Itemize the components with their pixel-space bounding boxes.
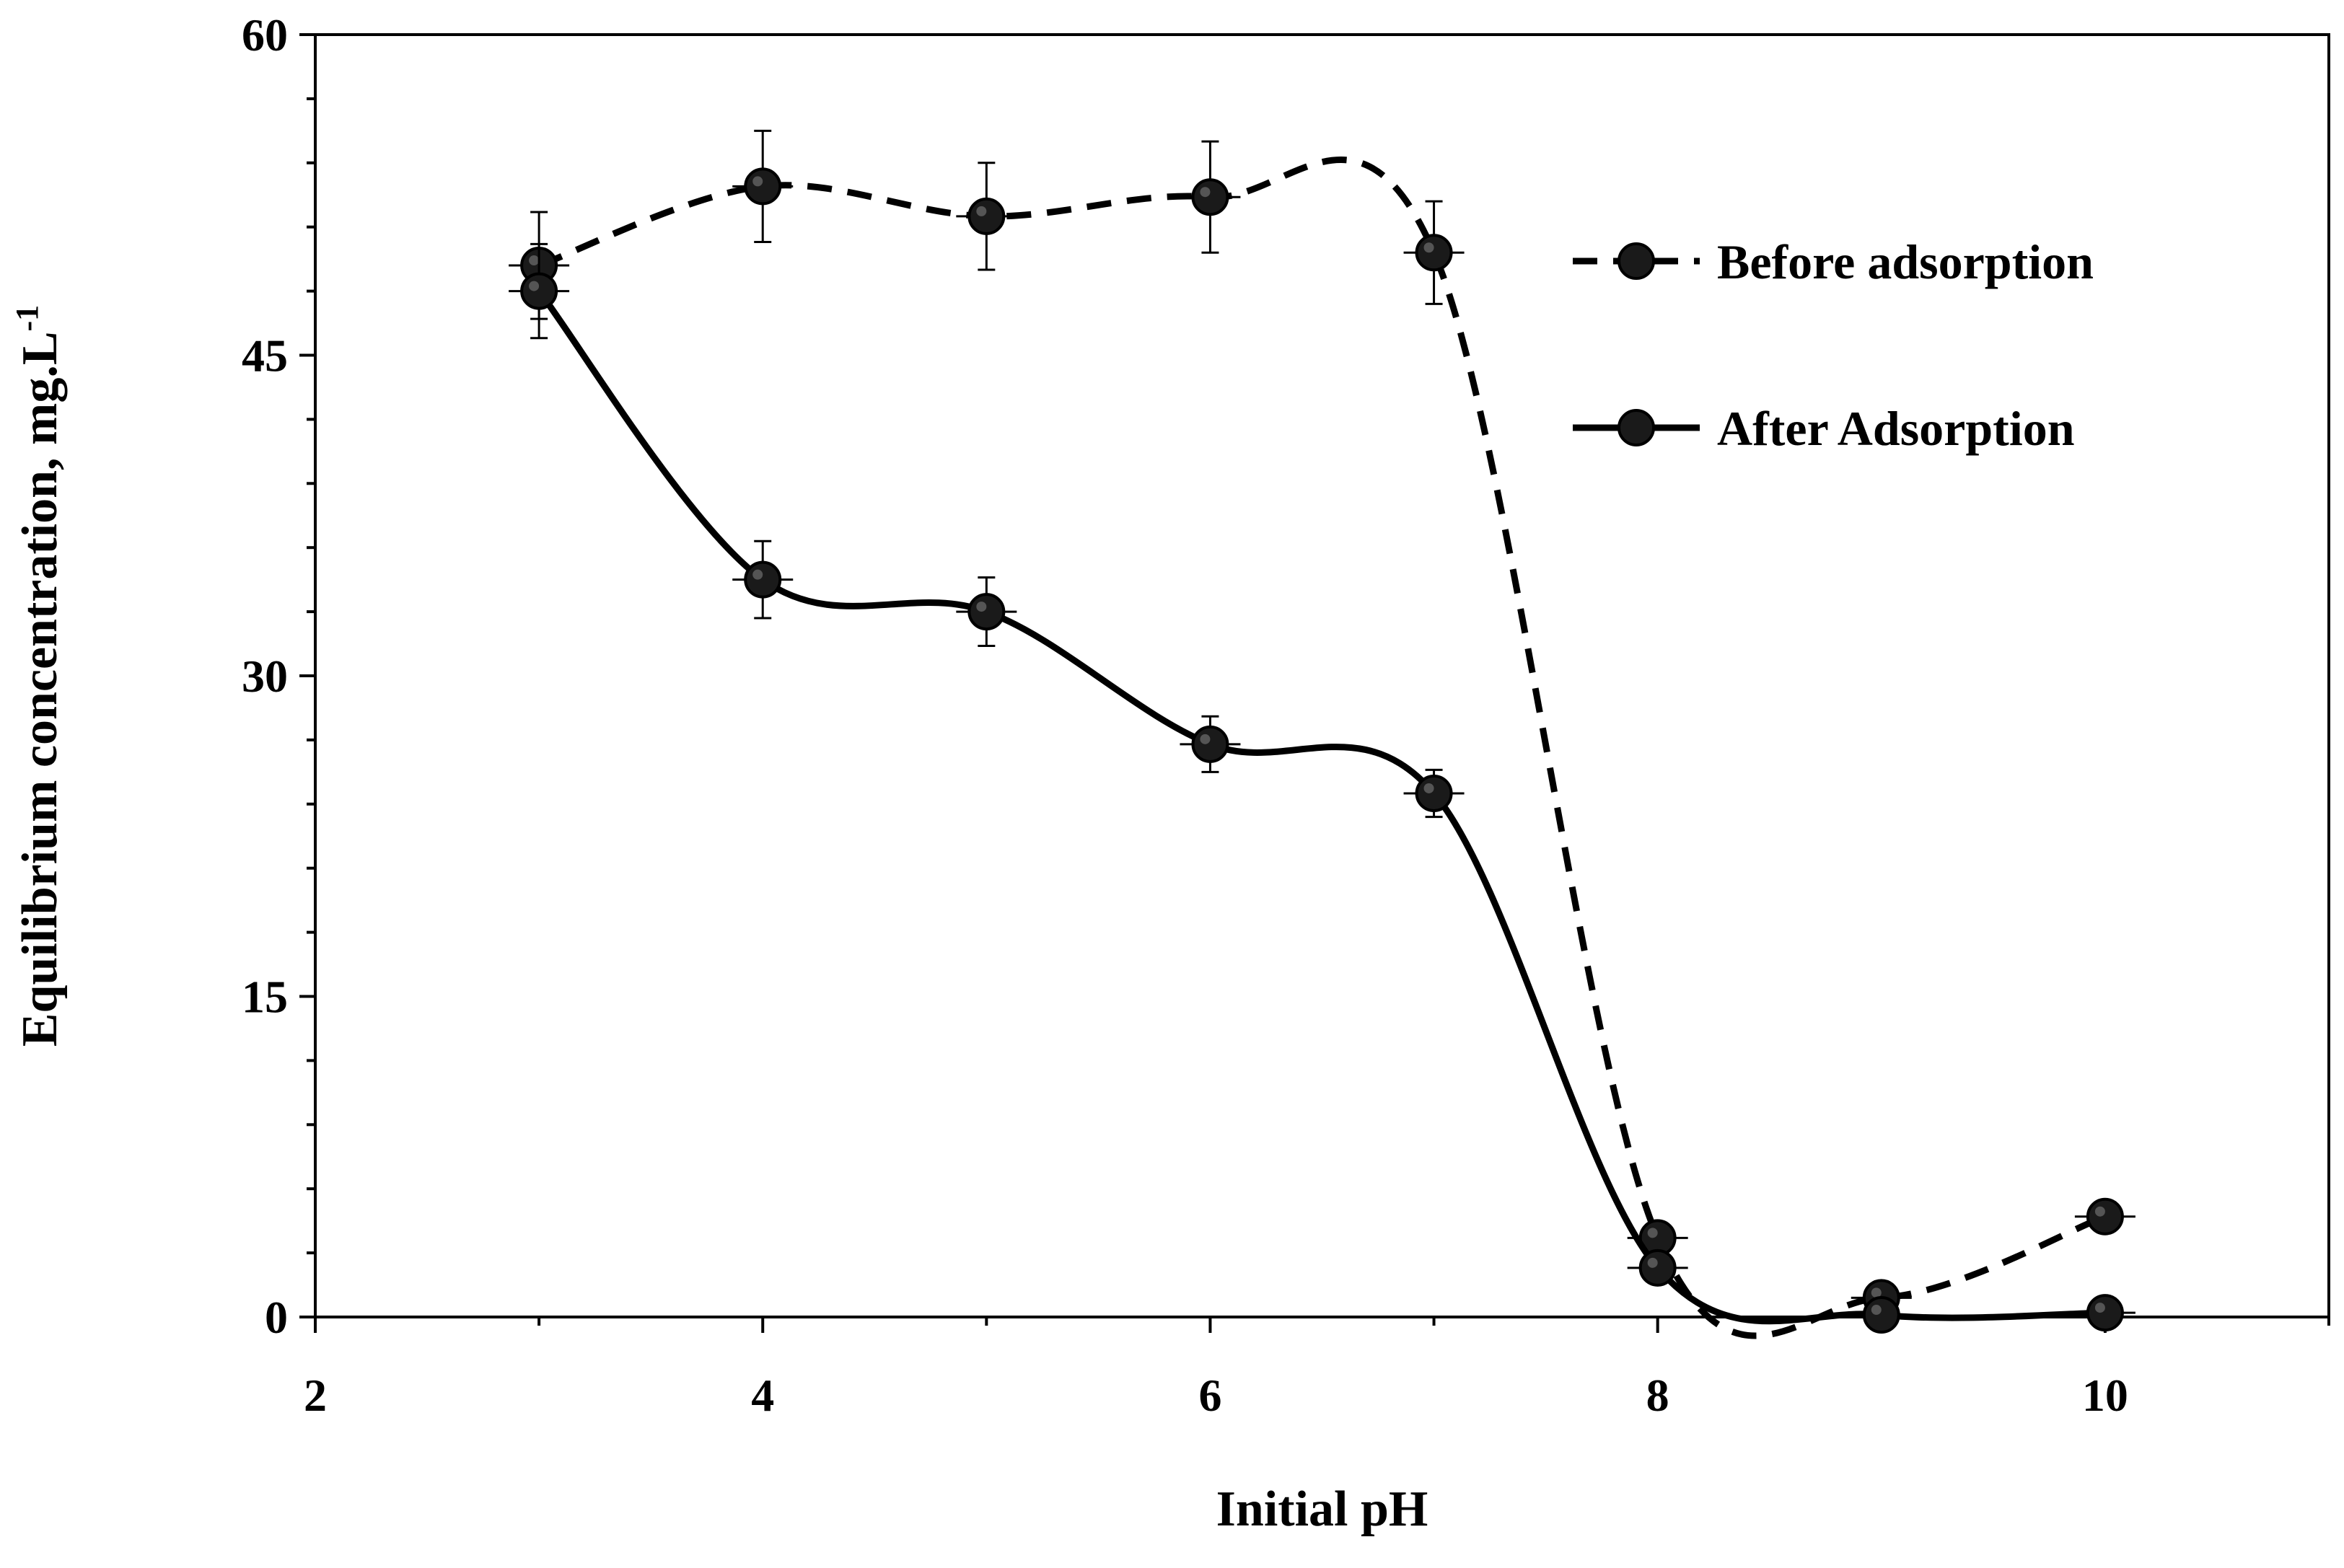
- data-point-highlight: [2094, 1206, 2105, 1217]
- data-point-highlight: [1871, 1287, 1882, 1298]
- legend: Before adsorption After Adsorption: [1573, 234, 2094, 456]
- data-point-highlight: [1200, 187, 1211, 198]
- legend-label: After Adsorption: [1717, 401, 2075, 456]
- data-point: [1862, 1296, 1900, 1334]
- data-point-highlight: [1647, 1228, 1658, 1238]
- legend-item: After Adsorption: [1573, 401, 2075, 456]
- data-point: [744, 167, 782, 206]
- data-point: [2086, 1197, 2124, 1236]
- data-point: [1415, 774, 1453, 812]
- data-point: [1415, 234, 1453, 272]
- x-tick-label: 6: [1198, 1370, 1221, 1421]
- y-tick-label: 60: [242, 9, 288, 61]
- data-point-highlight: [1423, 242, 1434, 253]
- data-point-highlight: [752, 569, 763, 580]
- legend-label: Before adsorption: [1717, 234, 2094, 289]
- data-point-highlight: [976, 602, 987, 612]
- legend-marker: [1617, 242, 1655, 280]
- data-point-highlight: [1423, 783, 1434, 793]
- data-point: [2086, 1294, 2124, 1332]
- data-point-highlight: [1200, 734, 1211, 744]
- data-point: [1638, 1248, 1677, 1287]
- series-layer: [509, 129, 2136, 1339]
- x-tick-label: 2: [304, 1370, 327, 1421]
- data-point: [1191, 725, 1229, 763]
- y-axis-title: Equilibrium concentration, mg.L-1: [9, 305, 68, 1047]
- data-point-highlight: [2094, 1303, 2105, 1313]
- y-tick-label: 30: [242, 651, 288, 702]
- x-tick-label: 4: [751, 1370, 774, 1421]
- x-tick-label: 8: [1646, 1370, 1669, 1421]
- data-point: [1191, 178, 1229, 216]
- data-point: [520, 272, 558, 310]
- data-point-highlight: [976, 206, 987, 216]
- y-tick-label: 15: [242, 972, 288, 1023]
- legend-item: Before adsorption: [1573, 234, 2094, 289]
- data-point-highlight: [529, 281, 540, 291]
- data-point: [967, 197, 1006, 235]
- data-point-highlight: [752, 176, 763, 187]
- y-tick-label: 0: [265, 1292, 288, 1343]
- legend-marker: [1617, 409, 1655, 446]
- series-after-adsorption: [509, 242, 2136, 1334]
- y-tick-label: 45: [242, 330, 288, 382]
- x-axis-title: Initial pH: [1216, 1481, 1428, 1537]
- x-tick-label: 10: [2082, 1370, 2128, 1421]
- data-point: [967, 593, 1006, 631]
- data-point: [744, 560, 782, 599]
- data-point-highlight: [1871, 1305, 1882, 1316]
- data-point-highlight: [529, 255, 540, 266]
- y-axis-title-main: Equilibrium concentration, mg.L: [12, 331, 68, 1047]
- axis-ticks: 0 15 30 45 60 2 4 6 8 10: [242, 9, 2330, 1421]
- data-point-highlight: [1647, 1257, 1658, 1268]
- y-axis-title-superscript: -1: [9, 305, 45, 332]
